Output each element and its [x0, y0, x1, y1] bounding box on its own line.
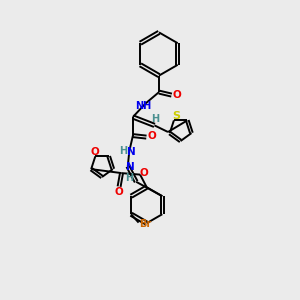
Text: O: O — [140, 168, 149, 178]
Text: N: N — [127, 147, 136, 157]
Text: O: O — [172, 90, 182, 100]
Text: N: N — [125, 162, 134, 172]
Text: O: O — [114, 187, 123, 197]
Text: H: H — [125, 173, 134, 183]
Text: S: S — [172, 112, 180, 122]
Text: NH: NH — [135, 101, 151, 111]
Text: H: H — [151, 114, 159, 124]
Text: Br: Br — [139, 219, 151, 229]
Text: H: H — [119, 146, 128, 156]
Text: O: O — [90, 147, 99, 157]
Text: O: O — [147, 130, 156, 141]
